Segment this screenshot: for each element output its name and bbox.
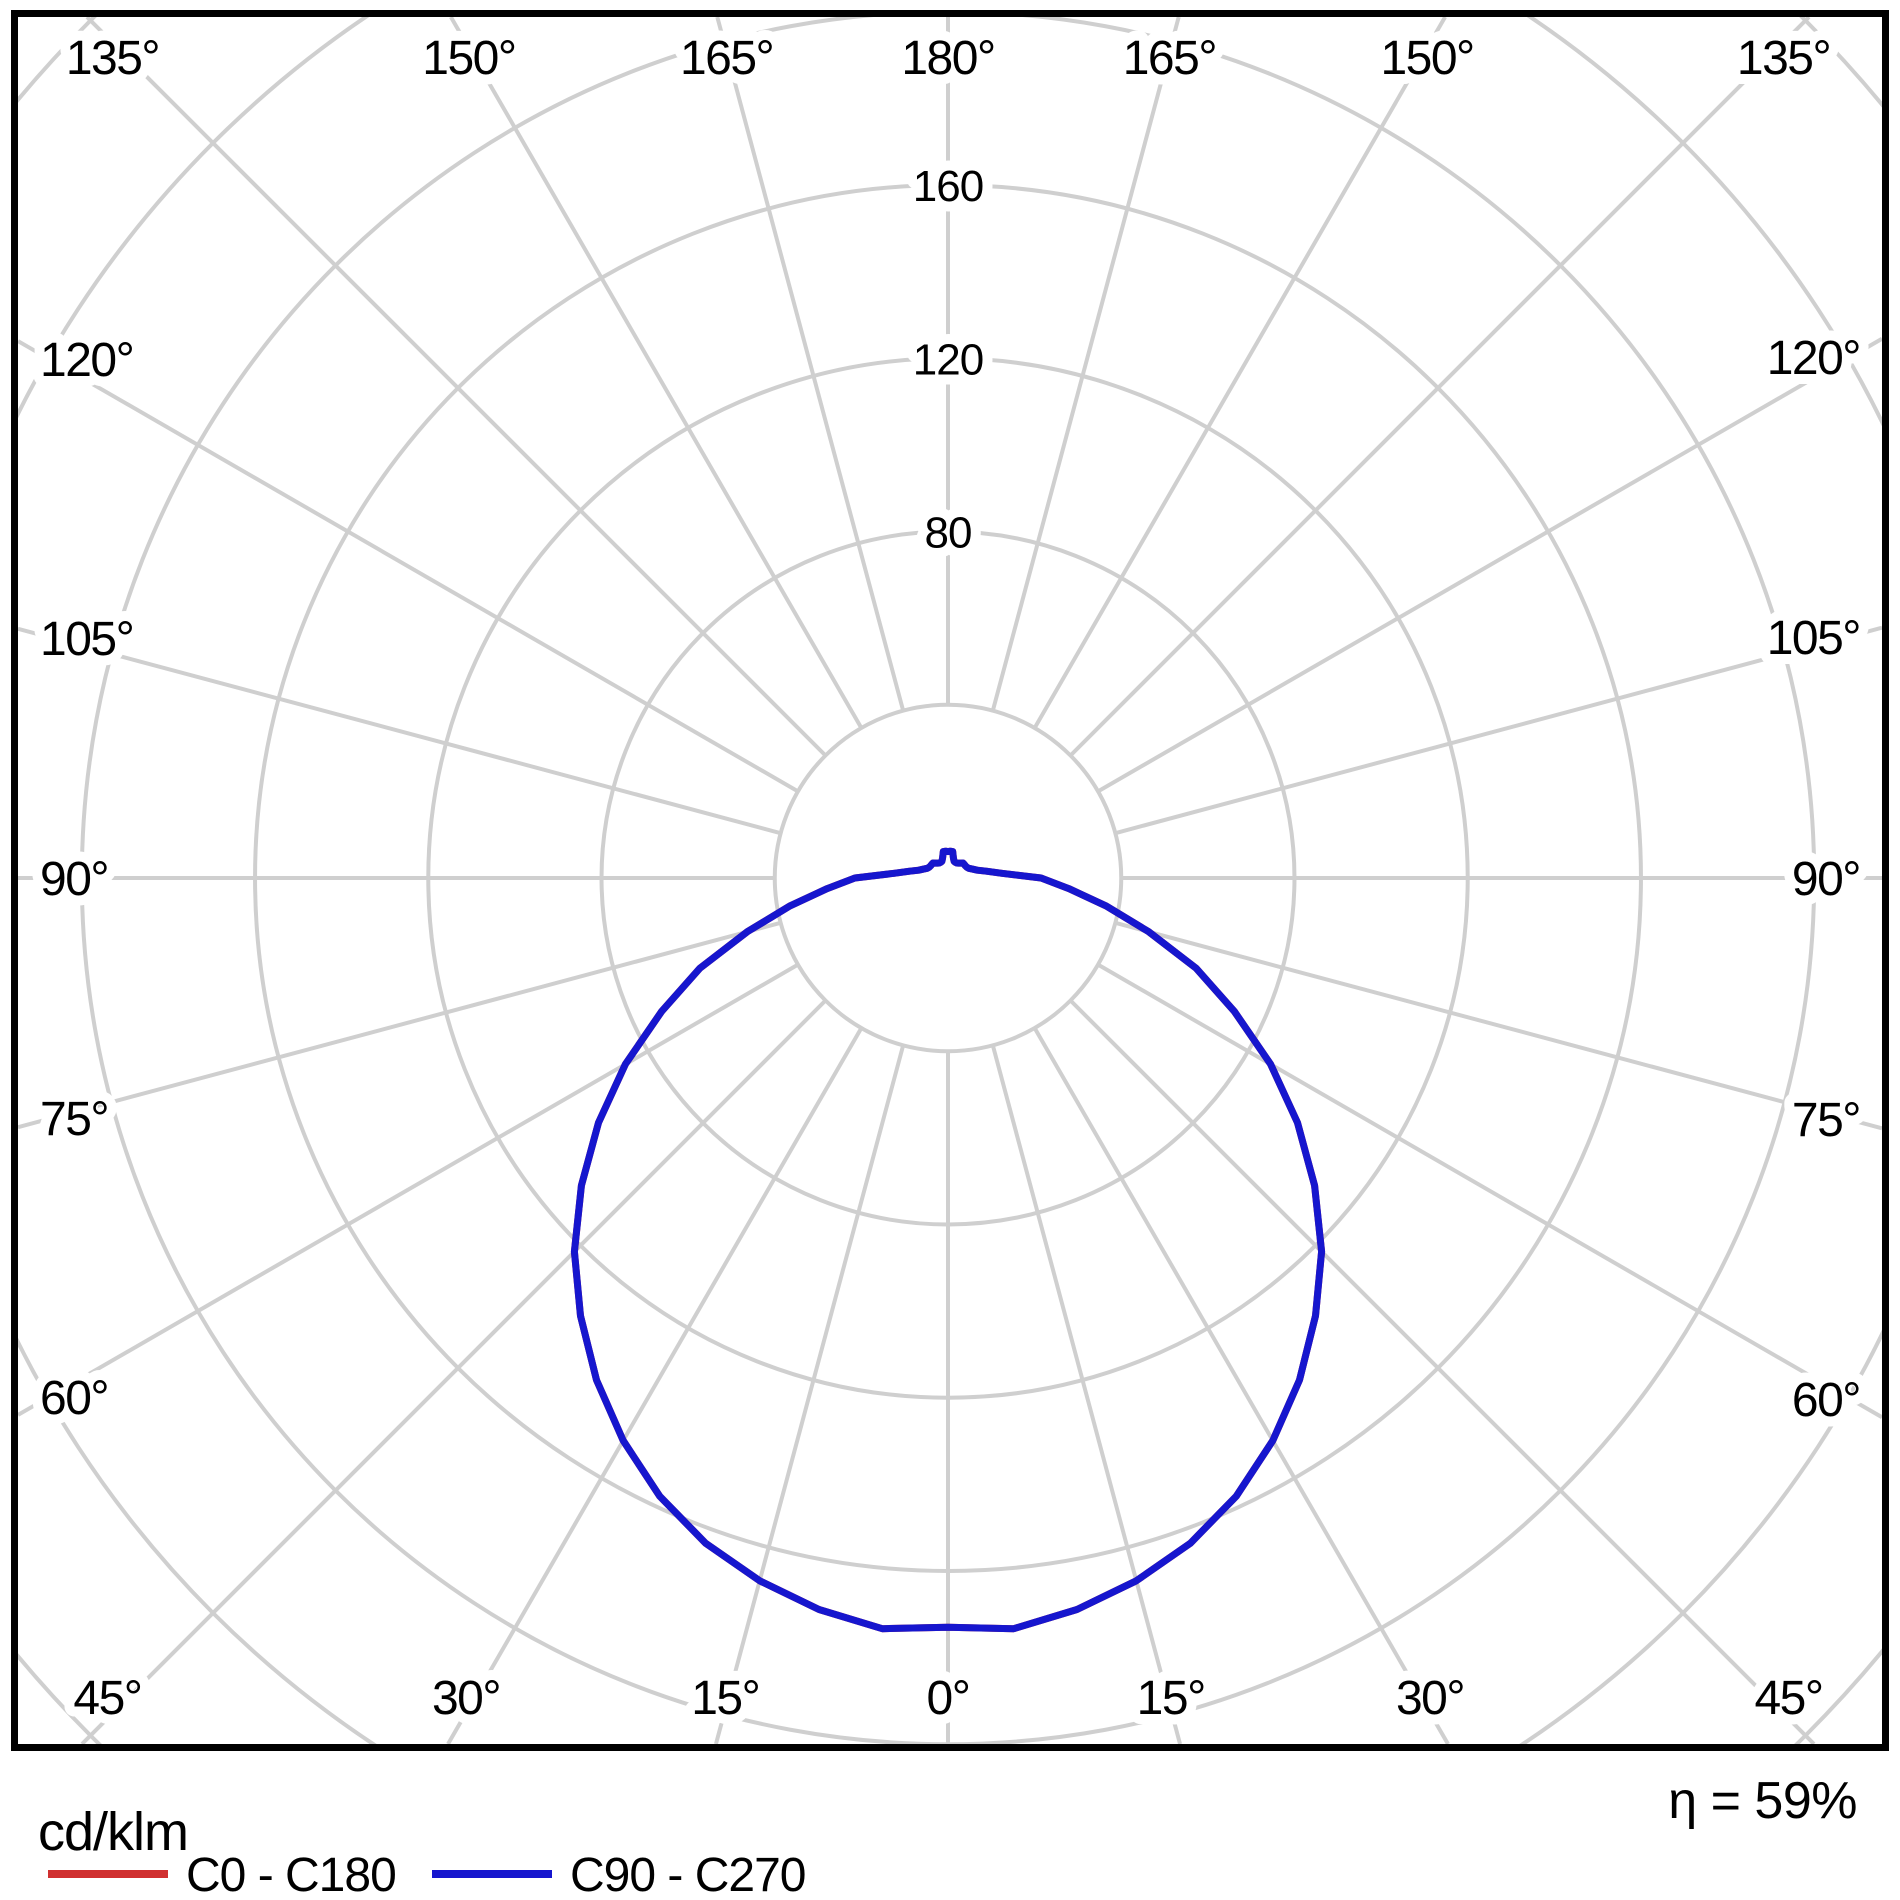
efficiency-label: η = 59%	[1668, 1772, 1857, 1830]
legend: C0 - C180 C90 - C270	[48, 1849, 806, 1900]
units-label: cd/klm	[38, 1802, 188, 1862]
grid-spoke-240	[18, 339, 799, 794]
grid-spoke-255	[18, 626, 782, 836]
angle-label-105-mirror: 105°	[40, 613, 133, 666]
angle-label-60-mirror: 60°	[40, 1372, 108, 1425]
grid-spoke-120	[1097, 337, 1882, 794]
angle-label-60: 60°	[1792, 1374, 1860, 1427]
grid-spoke-315	[80, 999, 827, 1744]
grid-spoke-45	[1069, 999, 1816, 1744]
curve-c90-c270	[570, 847, 1326, 1633]
grid-spoke-75	[1114, 920, 1882, 1131]
legend-label-c90-c270: C90 - C270	[570, 1849, 805, 1900]
angle-label-105: 105°	[1767, 612, 1860, 665]
grid-spoke-195	[715, 17, 906, 712]
grid-spoke-345	[714, 1044, 906, 1744]
ring-value-label-80: 80	[925, 509, 972, 558]
angle-label-120-mirror: 120°	[40, 334, 133, 387]
grid-spoke-330	[446, 1027, 864, 1744]
angle-label-30-mirror: 30°	[432, 1672, 500, 1725]
angle-label-180: 180°	[901, 32, 994, 85]
ring-value-label-120: 120	[913, 335, 983, 384]
grid-spoke-105	[1114, 625, 1882, 836]
angle-label-135-mirror: 135°	[66, 32, 159, 85]
grid-spoke-135	[1069, 17, 1811, 757]
angle-label-90-mirror: 90°	[40, 853, 108, 906]
angle-label-15: 15°	[1137, 1672, 1205, 1725]
angle-label-45-mirror: 45°	[73, 1672, 141, 1725]
angle-label-135: 135°	[1737, 32, 1830, 85]
ring-value-label-160: 160	[913, 162, 983, 211]
grid-spoke-225	[85, 17, 827, 757]
angle-label-15-mirror: 15°	[691, 1672, 759, 1725]
angle-label-45: 45°	[1754, 1672, 1822, 1725]
grid-spoke-15	[990, 1044, 1182, 1744]
grid-labels: 80 120 160 0° 15° 15° 30° 30° 45° 45° 60° 60° 75° 75°…	[30, 22, 1872, 1735]
legend-label-c0-c180: C0 - C180	[186, 1849, 396, 1900]
angle-label-75-mirror: 75°	[40, 1093, 108, 1146]
grid-spoke-300	[18, 962, 799, 1417]
grid-spoke-285	[18, 920, 782, 1130]
angle-label-120: 120°	[1767, 332, 1860, 385]
grid-spoke-30	[1032, 1027, 1450, 1744]
angle-label-165: 165°	[1123, 32, 1216, 85]
grid-spoke-60	[1097, 962, 1882, 1419]
grid-spoke-165	[990, 17, 1181, 712]
grid-spoke-150	[1032, 17, 1447, 729]
angle-label-0: 0°	[927, 1672, 970, 1725]
angle-label-150-mirror: 150°	[422, 32, 515, 85]
angle-label-75: 75°	[1792, 1094, 1860, 1147]
angle-label-90: 90°	[1792, 853, 1860, 906]
plot-frame	[11, 10, 1889, 1751]
grid-spoke-210	[449, 17, 864, 729]
angle-label-150: 150°	[1380, 32, 1473, 85]
intensity-curves	[570, 847, 1326, 1633]
angle-label-165-mirror: 165°	[680, 32, 773, 85]
angle-label-30: 30°	[1396, 1672, 1464, 1725]
